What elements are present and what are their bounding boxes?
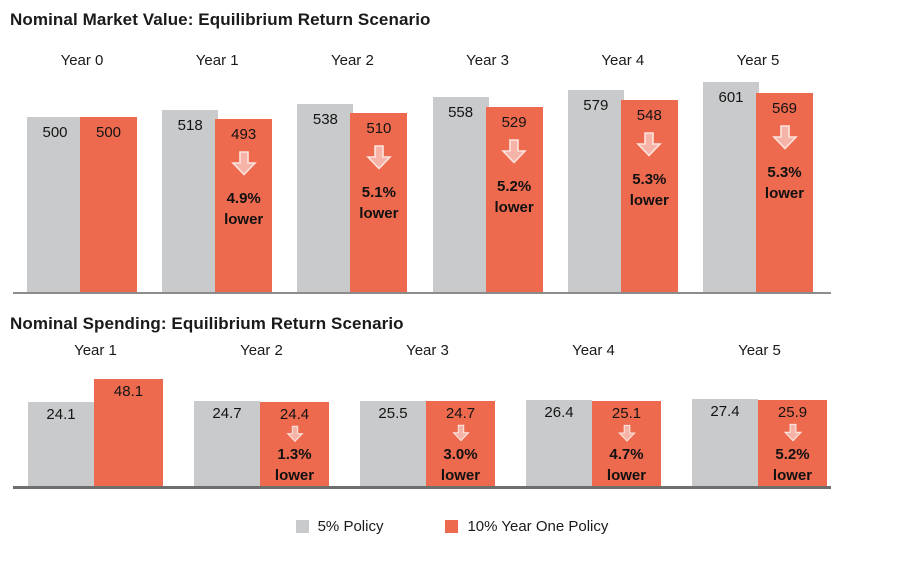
bar-10-year-one-policy: 25.9 5.2% lower [758,400,827,486]
bar-value-label: 24.7 [212,405,242,423]
bar-value-label: 500 [42,123,68,141]
year-label: Year 4 [572,342,615,359]
down-arrow-icon [366,145,392,170]
delta-lower-label: lower [494,198,534,216]
delta-percent-label: 4.7% [609,445,644,463]
market-value-chart-title: Nominal Market Value: Equilibrium Return… [10,10,431,29]
spending-baseline [13,486,831,489]
legend-label: 10% Year One Policy [467,518,609,535]
bar-5-policy: 26.4 [526,399,592,486]
bar-value-label: 24.4 [279,405,310,423]
bar-10-year-one-policy: 529 5.2% lower [485,106,543,292]
delta-percent-label: 5.1% [361,184,396,202]
delta-percent-label: 5.3% [767,164,802,182]
down-arrow-icon [451,425,470,442]
delta-lower-label: lower [606,466,647,484]
bar-value-label: 500 [95,123,122,141]
bar-value-label: 493 [231,125,257,143]
bar-5-policy: 24.1 [28,401,94,486]
delta-lower-label: lower [274,466,315,484]
bar-value-label: 26.4 [544,403,574,421]
legend-item-10-year-one-policy: 10% Year One Policy [445,518,608,535]
bar-5-policy: 500 [27,116,83,292]
bar-10-year-one-policy: 510 5.1% lower [350,113,408,292]
down-arrow-icon [783,424,802,442]
delta-percent-label: 5.2% [775,445,810,463]
bar-value-label: 601 [718,89,744,107]
bar-value-label: 518 [177,117,203,135]
delta-lower-label: lower [772,466,813,484]
market-value-baseline [13,292,831,294]
year-label: Year 1 [74,342,117,359]
bar-value-label: 529 [501,113,527,131]
year-label: Year 2 [240,342,283,359]
year-label: Year 1 [195,52,239,69]
year-label: Year 4 [601,52,645,69]
bar-value-label: 579 [583,96,609,114]
down-arrow-icon [230,151,257,176]
bar-10-year-one-policy: 48.1 [94,379,163,486]
bar-10-year-one-policy: 500 [80,116,137,292]
bar-value-label: 569 [771,100,798,118]
down-arrow-icon [285,425,304,442]
bar-5-policy: 24.7 [194,401,260,486]
delta-percent-label: 5.3% [632,171,667,189]
down-arrow-icon [771,125,798,150]
delta-percent-label: 4.9% [226,189,261,207]
bar-5-policy: 25.5 [360,400,426,486]
bar-10-year-one-policy: 548 5.3% lower [620,100,678,292]
bar-10-year-one-policy: 493 4.9% lower [215,118,273,292]
bar-5-policy: 538 [297,103,354,292]
delta-lower-label: lower [764,185,805,203]
year-label: Year 3 [406,342,449,359]
delta-lower-label: lower [359,205,399,223]
bar-10-year-one-policy: 25.1 4.7% lower [592,401,661,486]
legend-item-5-policy: 5% Policy [295,518,384,535]
bar-5-policy: 27.4 [692,398,758,486]
bar-value-label: 25.5 [378,404,408,422]
delta-lower-label: lower [224,210,264,228]
delta-lower-label: lower [440,466,481,484]
year-label: Year 0 [60,52,104,69]
bar-value-label: 548 [636,107,662,125]
bar-5-policy: 579 [567,89,624,292]
bar-value-label: 558 [448,103,474,121]
bar-value-label: 538 [312,110,338,128]
bar-10-year-one-policy: 24.7 3.0% lower [426,401,495,486]
bar-10-year-one-policy: 569 5.3% lower [756,93,813,292]
bar-value-label: 510 [366,120,392,138]
bar-value-label: 24.1 [46,405,76,423]
year-label: Year 3 [466,52,509,69]
legend-label: 5% Policy [317,518,384,535]
legend: 5% Policy 10% Year One Policy [0,518,904,535]
delta-percent-label: 1.3% [277,445,312,463]
down-arrow-icon [636,132,663,157]
bar-5-policy: 518 [162,110,219,292]
bar-value-label: 27.4 [710,402,740,420]
spending-chart-title: Nominal Spending: Equilibrium Return Sce… [10,314,404,333]
bar-value-label: 25.1 [611,405,642,422]
year-label: Year 5 [736,52,780,69]
delta-percent-label: 5.2% [496,177,532,195]
year-label: Year 2 [330,52,374,69]
bar-5-policy: 601 [703,82,759,292]
year-label: Year 5 [738,342,781,359]
bar-5-policy: 558 [432,96,489,292]
down-arrow-icon [501,138,527,164]
delta-percent-label: 3.0% [443,445,478,463]
down-arrow-icon [617,424,636,442]
gray-swatch-icon [295,520,309,533]
bar-10-year-one-policy: 24.4 1.3% lower [260,401,329,486]
orange-swatch-icon [445,520,459,533]
bar-value-label: 25.9 [777,404,808,422]
bar-value-label: 48.1 [113,383,144,401]
bar-value-label: 24.7 [445,405,476,423]
delta-lower-label: lower [629,192,669,210]
